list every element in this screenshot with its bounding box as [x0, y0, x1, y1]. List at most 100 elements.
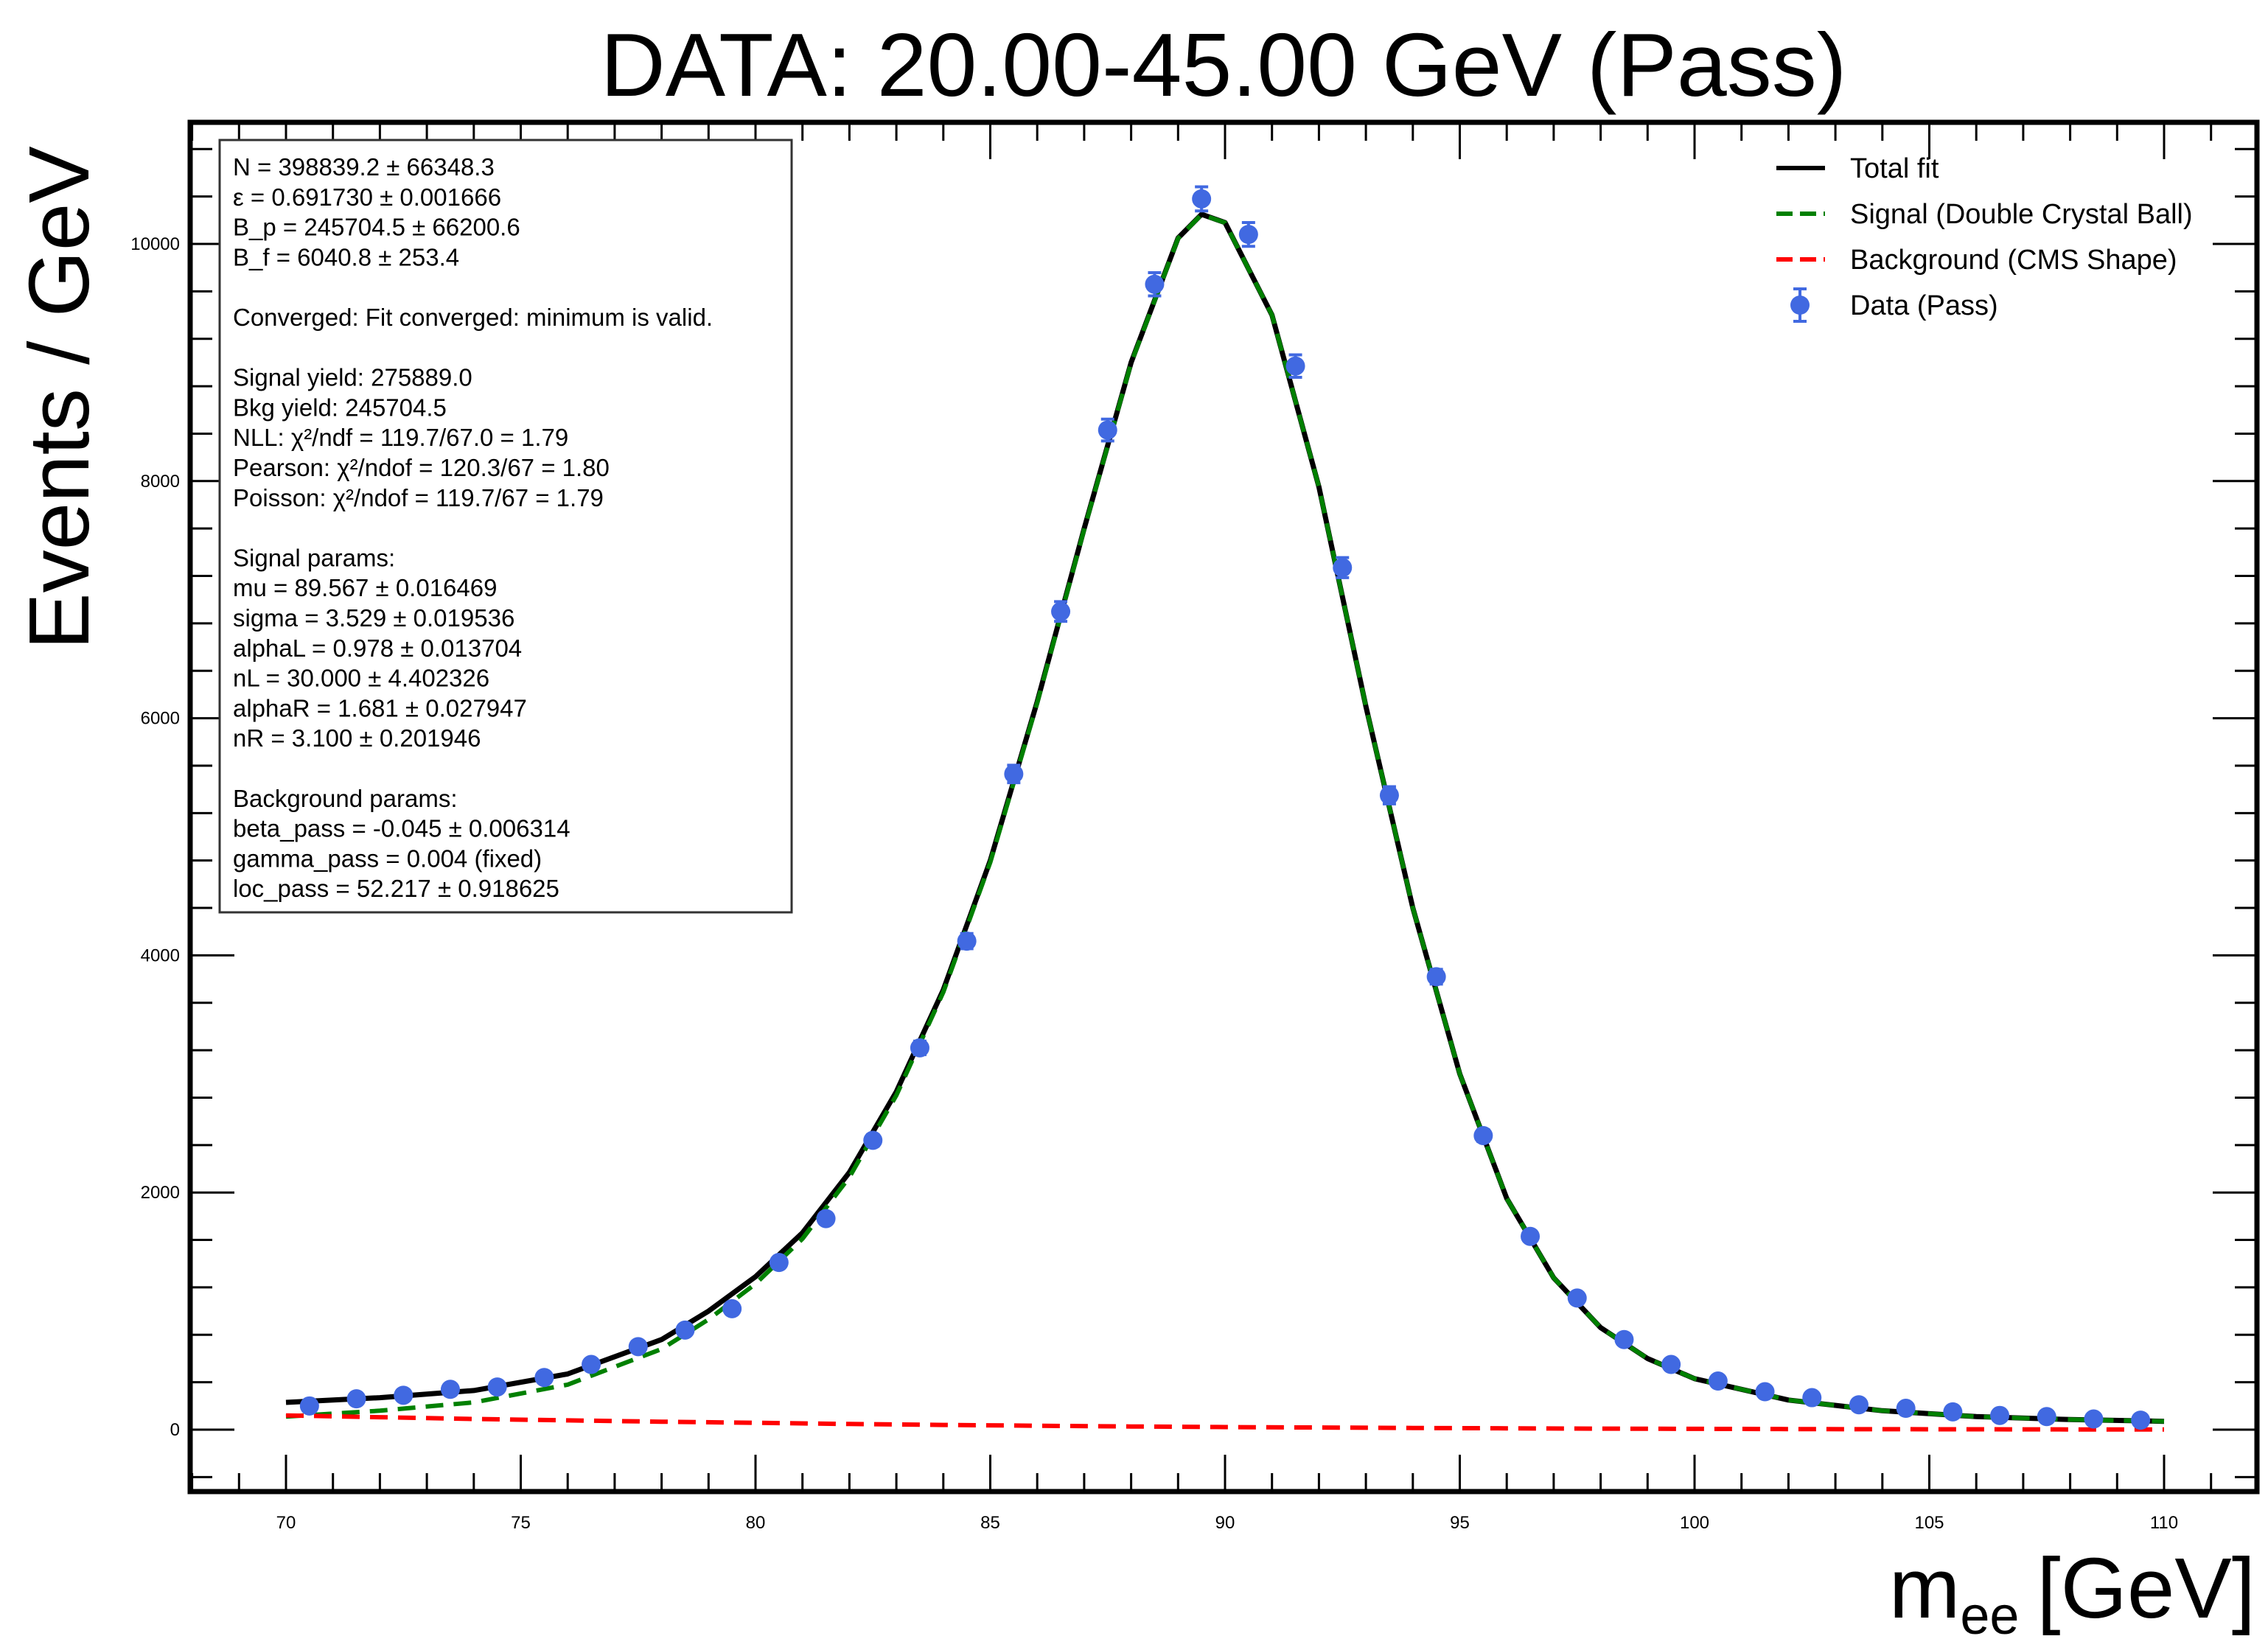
data-point: [863, 1130, 883, 1150]
fit-stats-line: Poisson: χ²/ndof = 119.7/67 = 1.79: [233, 484, 604, 511]
data-point: [1238, 221, 1258, 248]
x-axis-title-main: m: [1889, 1540, 1961, 1636]
series-line-background-cms-shape: [285, 1413, 2164, 1432]
data-point-marker: [534, 1368, 554, 1388]
data-point-marker: [440, 1380, 460, 1399]
data-point: [2131, 1410, 2151, 1430]
fit-stats-line: Background params:: [233, 785, 458, 812]
fit-stats-line: Converged: Fit converged: minimum is val…: [233, 304, 713, 331]
data-point: [582, 1354, 601, 1374]
data-point: [2084, 1409, 2104, 1429]
data-point-marker: [863, 1130, 883, 1150]
data-point-marker: [2084, 1409, 2104, 1429]
data-point-marker: [1943, 1402, 1963, 1422]
data-point: [1755, 1382, 1775, 1402]
data-point-marker: [1614, 1329, 1634, 1349]
data-point: [1567, 1288, 1587, 1308]
data-point-marker: [299, 1396, 319, 1416]
data-point: [957, 931, 977, 951]
fit-stats-line: gamma_pass = 0.004 (fixed): [233, 845, 542, 872]
fit-stats-line: B_p = 245704.5 ± 66200.6: [233, 214, 520, 241]
data-point: [440, 1380, 460, 1399]
x-tick-label: 105: [1914, 1513, 1944, 1533]
data-point: [1004, 763, 1024, 785]
axis-tick-labels: 70 75 80 85 90 95 100 105 110 0 2000 4000 6000 8000 10…: [130, 234, 2178, 1533]
data-point: [1521, 1226, 1541, 1246]
legend-label: Total fit: [1850, 153, 1939, 184]
fit-stats-lines: N = 398839.2 ± 66348.3ε = 0.691730 ± 0.0…: [233, 153, 713, 902]
data-point: [769, 1253, 789, 1273]
x-tick-label: 100: [1680, 1513, 1709, 1533]
fit-stats-line: Pearson: χ²/ndof = 120.3/67 = 1.80: [233, 454, 610, 481]
data-point-marker: [1567, 1288, 1587, 1308]
data-point: [1990, 1405, 2010, 1425]
fit-stats-box-border: [218, 139, 793, 914]
x-tick-label: 95: [1450, 1513, 1470, 1533]
y-tick-label: 8000: [141, 472, 180, 492]
fit-stats-line: Bkg yield: 245704.5: [233, 394, 447, 421]
data-point-marker: [1849, 1395, 1869, 1415]
data-point: [1849, 1395, 1869, 1415]
y-tick-label: 4000: [141, 945, 180, 965]
fit-stats-line: alphaL = 0.978 ± 0.013704: [233, 635, 522, 662]
data-point-marker: [346, 1389, 366, 1409]
data-point: [675, 1320, 695, 1340]
data-point: [1051, 600, 1071, 623]
x-tick-label: 85: [980, 1513, 1000, 1533]
data-point-marker: [1755, 1382, 1775, 1402]
data-point-marker: [2037, 1407, 2056, 1427]
data-point-marker: [1098, 420, 1117, 440]
data-point-marker: [1145, 274, 1165, 294]
data-point-marker: [394, 1385, 414, 1405]
y-tick-label: 6000: [141, 709, 180, 729]
y-tick-label: 10000: [130, 234, 180, 254]
data-point: [722, 1298, 742, 1318]
y-tick-label: 0: [170, 1420, 180, 1440]
data-point-marker: [1521, 1226, 1541, 1246]
data-point-marker: [582, 1354, 601, 1374]
data-point: [628, 1337, 648, 1357]
fit-stats-line: Signal params:: [233, 544, 395, 571]
fit-stats-line: B_f = 6040.8 ± 253.4: [233, 243, 459, 270]
data-point-marker: [1990, 1405, 2010, 1425]
data-point: [394, 1385, 414, 1405]
y-tick-label: 2000: [141, 1183, 180, 1203]
data-point: [1661, 1354, 1681, 1374]
data-point: [1708, 1371, 1728, 1391]
fit-stats-line: ε = 0.691730 ± 0.001666: [233, 183, 501, 211]
data-point-marker: [1379, 786, 1399, 805]
fit-stats-line: Signal yield: 275889.0: [233, 364, 472, 391]
data-point-marker: [1192, 189, 1212, 209]
legend-item-total-fit: Total fit: [1776, 153, 1939, 184]
legend-label: Signal (Double Crystal Ball): [1850, 199, 2193, 230]
data-point: [1896, 1399, 1916, 1419]
data-point-marker: [722, 1298, 742, 1318]
fit-stats-line: beta_pass = -0.045 ± 0.006314: [233, 815, 571, 842]
fit-stats-line: nR = 3.100 ± 0.201946: [233, 724, 481, 752]
data-point-marker: [769, 1253, 789, 1273]
fit-stats-line: mu = 89.567 ± 0.016469: [233, 574, 497, 601]
plot-frame: [187, 119, 2260, 1495]
x-tick-label: 75: [511, 1513, 531, 1533]
x-tick-label: 70: [276, 1513, 296, 1533]
data-point-marker: [1896, 1399, 1916, 1419]
legend-swatch-marker: [1790, 296, 1810, 315]
data-point-marker: [1708, 1371, 1728, 1391]
fit-stats-line: alphaR = 1.681 ± 0.027947: [233, 694, 527, 721]
data-point-marker: [2131, 1410, 2151, 1430]
data-point-marker: [675, 1320, 695, 1340]
data-point: [1426, 967, 1446, 987]
data-point: [2037, 1407, 2056, 1427]
data-point: [1333, 556, 1353, 579]
data-point: [910, 1038, 929, 1058]
fit-stats-line: loc_pass = 52.217 ± 0.918625: [233, 875, 559, 902]
fit-stats-line: NLL: χ²/ndf = 119.7/67.0 = 1.79: [233, 424, 568, 451]
x-axis-title-unit: [GeV]: [2037, 1540, 2255, 1636]
data-point: [299, 1396, 319, 1416]
data-point-marker: [1004, 764, 1024, 784]
data-point-marker: [1661, 1354, 1681, 1374]
legend: Total fit Signal (Double Crystal Ball) Bac…: [1776, 153, 2193, 323]
fit-stats-line: N = 398839.2 ± 66348.3: [233, 153, 495, 181]
data-point-marker: [1238, 225, 1258, 245]
data-point: [1098, 417, 1117, 443]
